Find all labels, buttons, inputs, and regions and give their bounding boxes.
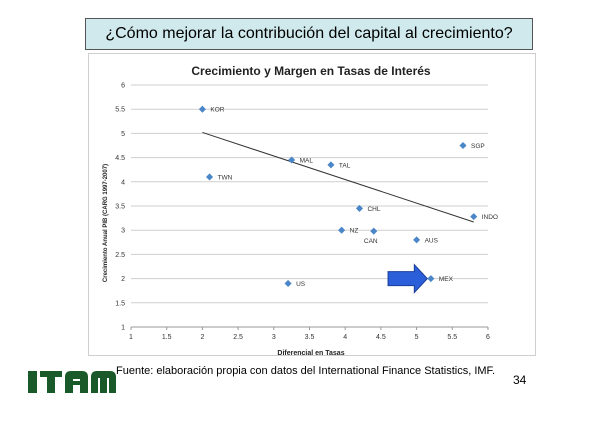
point-label-tal: TAL [339,162,351,169]
highlight-arrow [387,263,428,294]
x-tick-label: 2.5 [233,334,243,341]
tick-labels: 1 1.5 2 2.5 3 3.5 4 4.5 5 5.5 6 1 1.5 2 2.5 3 3.5 4 4.5 5 5.… [115,83,490,342]
data-point-can [370,227,378,235]
y-tick-label: 3 [121,228,125,235]
x-tick-label: 5 [415,334,419,341]
y-tick-label: 6 [121,83,125,90]
x-axis-label: Diferencial en Tasas [277,350,344,357]
data-point-sgp [459,141,467,150]
data-point-kor [198,105,206,113]
y-tick-label: 2.5 [115,252,125,259]
data-point-twn [206,173,214,181]
data-point-tal [327,161,335,169]
chart-frame: Crecimiento y Margen en Tasas de Interés… [88,53,536,357]
page-number: 34 [513,373,527,387]
y-tick-label: 1 [121,325,125,332]
point-label-twn: TWN [218,174,233,181]
point-label-can: CAN [364,238,378,245]
x-tick-label: 4.5 [376,334,386,341]
x-tick-label: 2 [200,334,204,341]
data-point-chl [355,204,364,212]
point-label-sgp: SGP [471,143,485,150]
arrow-shape [387,263,428,294]
point-label-chl: CHL [367,206,380,213]
data-point-mex [427,275,435,283]
point-label-kor: KOR [210,107,224,114]
x-tick-label: 5.5 [447,334,457,341]
x-tick-label: 1.5 [162,334,172,341]
data-points: KOR TWN US MAL CHL CAN TAL NZ AUS SGP INDO MEX [198,105,498,288]
y-tick-label: 5.5 [115,107,125,114]
data-point-mal [288,156,296,164]
x-tick-label: 4 [343,334,347,341]
x-tick-label: 3 [272,334,276,341]
gridlines [130,84,489,330]
trendline-line [202,131,474,223]
slide-title: ¿Cómo mejorar la contribución del capita… [85,18,533,50]
data-point-us [284,279,292,287]
itam-logo [28,368,118,401]
x-tick-label: 3.5 [305,334,315,341]
y-axis-label: Crecimiento Anual PIB (CARG 1997-2007) [103,164,109,282]
x-tick-label: 6 [486,334,490,341]
data-point-indo [470,213,478,221]
y-tick-label: 5 [121,131,125,138]
chart-title: Crecimiento y Margen en Tasas de Interés [191,64,431,78]
point-label-mal: MAL [300,158,314,165]
y-tick-label: 4.5 [115,155,125,162]
point-label-mex: MEX [439,276,454,283]
trendline [202,131,474,223]
point-label-us: US [296,281,306,288]
y-tick-label: 1.5 [115,300,125,307]
scatter-chart: Crecimiento y Margen en Tasas de Interés… [103,64,498,357]
itam-logo-icon [28,371,116,393]
source-note: Fuente: elaboración propia con datos del… [116,365,496,377]
slide-title-text: ¿Cómo mejorar la contribución del capita… [105,25,513,42]
y-tick-label: 2 [121,276,125,283]
data-point-aus [413,236,421,244]
point-label-aus: AUS [425,237,439,244]
x-tick-label: 1 [129,334,133,341]
y-tick-label: 4 [121,179,125,186]
point-label-nz: NZ [350,228,359,235]
y-tick-label: 3.5 [115,204,125,211]
data-point-nz [338,226,346,234]
point-label-indo: INDO [482,214,498,221]
